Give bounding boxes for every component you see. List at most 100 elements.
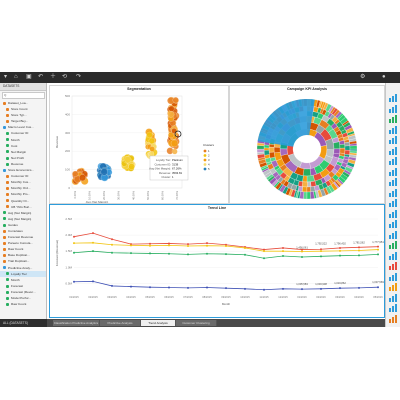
tree-item[interactable]: UB YNG Buri... <box>0 204 46 210</box>
tab-classification[interactable]: Classification Predictive Analytics <box>53 320 100 326</box>
tree-item[interactable]: Monthly Cus... <box>0 179 46 185</box>
tree-item[interactable]: Target Buy... <box>0 118 46 124</box>
tree-item[interactable]: Dataset_Loa... <box>0 100 46 106</box>
series-point[interactable] <box>168 252 170 255</box>
series-point[interactable] <box>263 250 265 253</box>
series-point[interactable] <box>92 250 94 253</box>
radar-chart-icon[interactable] <box>388 194 398 207</box>
series-point[interactable] <box>225 245 227 248</box>
data-point[interactable] <box>79 174 86 182</box>
series-point[interactable] <box>377 248 379 251</box>
area-chart-icon[interactable] <box>388 131 398 144</box>
sunburst-segment[interactable] <box>306 186 311 193</box>
search-input[interactable]: Q <box>2 92 45 99</box>
series-point[interactable] <box>92 241 94 244</box>
series-point[interactable] <box>301 255 303 258</box>
series-point[interactable] <box>263 288 265 291</box>
sunburst-highlight[interactable] <box>257 98 315 147</box>
pivot-icon[interactable] <box>388 236 398 249</box>
series-point[interactable] <box>92 232 94 235</box>
tree-item[interactable]: Net Margin <box>0 149 46 155</box>
sunburst-segment[interactable] <box>306 191 311 200</box>
data-point[interactable] <box>100 168 108 176</box>
tree-item[interactable]: Raw Count <box>0 301 46 307</box>
treemap-icon[interactable] <box>388 215 398 228</box>
column-chart-icon[interactable] <box>388 100 398 113</box>
series-point[interactable] <box>282 250 284 253</box>
sunburst-segment[interactable] <box>302 186 307 193</box>
series-point[interactable] <box>149 286 151 289</box>
tree-item[interactable]: Macro Level Cus... <box>0 124 46 130</box>
series-point[interactable] <box>282 255 284 257</box>
tree-item[interactable]: Quantity Or... <box>0 198 46 204</box>
data-point[interactable] <box>168 105 175 112</box>
series-point[interactable] <box>130 252 132 255</box>
series-point[interactable] <box>320 248 322 251</box>
series-point[interactable] <box>339 246 341 249</box>
series-point[interactable] <box>225 253 227 256</box>
sunburst-segment[interactable] <box>339 147 346 154</box>
tab-predictive[interactable]: Predictive Analysis <box>100 320 141 326</box>
series-point[interactable] <box>187 286 189 289</box>
series-point[interactable] <box>111 243 113 246</box>
series-point[interactable] <box>168 286 170 289</box>
tree-item[interactable]: Predictive Analy... <box>0 265 46 271</box>
stacked-bar-icon[interactable] <box>388 110 398 123</box>
series-point[interactable] <box>377 245 379 248</box>
kpi-icon[interactable] <box>388 268 398 281</box>
sunburst-chart[interactable] <box>230 86 384 203</box>
series-point[interactable] <box>168 244 170 247</box>
series-point[interactable] <box>206 286 208 289</box>
boxplot-icon[interactable] <box>388 299 398 312</box>
series-point[interactable] <box>149 252 151 255</box>
series-point[interactable] <box>244 246 246 249</box>
data-point[interactable] <box>148 137 155 144</box>
settings-icon[interactable]: ⚙ <box>360 74 366 80</box>
sunburst-segment[interactable] <box>344 150 351 155</box>
series-point[interactable] <box>73 242 75 245</box>
sunburst-segment[interactable] <box>302 168 312 177</box>
series-point[interactable] <box>358 254 360 257</box>
menu-icon[interactable]: ▾ <box>4 74 8 80</box>
sunburst-segment[interactable] <box>310 186 316 192</box>
series-point[interactable] <box>301 248 303 251</box>
series-point[interactable] <box>206 252 208 255</box>
line-chart-icon[interactable] <box>388 121 398 134</box>
series-point[interactable] <box>339 254 341 257</box>
data-point[interactable] <box>167 131 175 139</box>
tree-item[interactable]: Cumulates <box>0 228 46 234</box>
series-point[interactable] <box>111 284 113 287</box>
sunburst-segment[interactable] <box>256 145 265 150</box>
data-point[interactable] <box>171 128 177 134</box>
tree-item[interactable]: Store Count <box>0 106 46 112</box>
funnel-icon[interactable] <box>388 278 398 291</box>
series-point[interactable] <box>282 246 284 249</box>
tree-item[interactable]: Base Duplicat... <box>0 252 46 258</box>
sunburst-segment[interactable] <box>306 175 315 183</box>
series-point[interactable] <box>377 253 379 256</box>
sunburst-segment[interactable] <box>263 147 270 151</box>
series-point[interactable] <box>244 253 246 256</box>
sunburst-segment[interactable] <box>263 149 270 156</box>
sunburst-segment[interactable] <box>339 143 346 149</box>
series-point[interactable] <box>206 242 208 245</box>
series-point[interactable] <box>73 280 75 283</box>
tree-item[interactable]: Guides <box>0 222 46 228</box>
tree-item[interactable]: Forecast <box>0 283 46 289</box>
series-point[interactable] <box>111 238 113 241</box>
tree-item[interactable]: Avg (Net Margin) <box>0 216 46 222</box>
bar-chart-icon[interactable] <box>388 89 398 102</box>
sunburst-segment[interactable] <box>344 145 351 151</box>
refresh-icon[interactable]: ⟲ <box>62 74 68 80</box>
series-point[interactable] <box>377 286 379 289</box>
series-point[interactable] <box>187 243 189 246</box>
tree-item[interactable]: Net Profit <box>0 155 46 161</box>
home-icon[interactable]: ⌂ <box>14 74 18 80</box>
gauge-icon[interactable] <box>388 257 398 270</box>
data-point[interactable] <box>124 156 132 164</box>
series-point[interactable] <box>358 286 360 289</box>
series-point[interactable] <box>320 250 322 253</box>
tree-item[interactable]: Trait Duplicati... <box>0 258 46 264</box>
tree-item[interactable]: Loyalty Tier <box>0 270 46 277</box>
scatter-chart-icon[interactable] <box>388 142 398 155</box>
